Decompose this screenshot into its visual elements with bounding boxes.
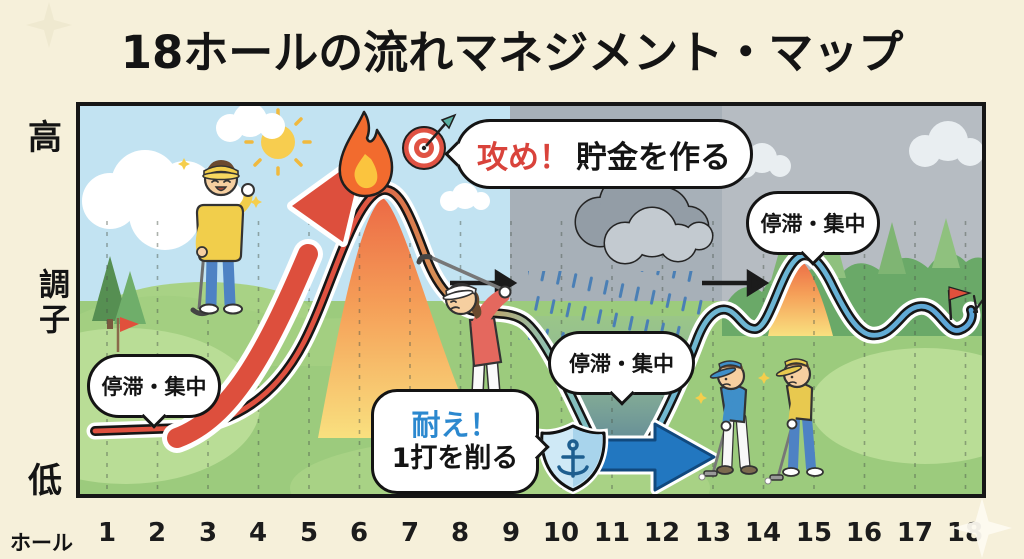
flow-arrow-right bbox=[702, 268, 770, 298]
attack-bubble: 攻め！ 貯金を作る bbox=[444, 119, 753, 189]
page-title: 18ホールの流れマネジメント・マップ bbox=[120, 26, 904, 79]
sparkle-icon bbox=[250, 196, 262, 208]
golfer-putting-yellow bbox=[764, 358, 824, 485]
hole-tick-7: 7 bbox=[400, 518, 420, 548]
target-dart-icon bbox=[402, 113, 457, 170]
hole-tick-3: 3 bbox=[198, 518, 218, 548]
sparkle-icon bbox=[758, 372, 770, 384]
stagnation-bubble-late: 停滞・集中 bbox=[746, 191, 880, 266]
hole-tick-12: 12 bbox=[643, 518, 681, 548]
hole-tick-16: 16 bbox=[845, 518, 883, 548]
golfer-confident bbox=[178, 158, 262, 317]
stagnation-bubble-mid: 停滞・集中 bbox=[548, 331, 695, 406]
sparkle-icon bbox=[178, 158, 190, 170]
hole-tick-5: 5 bbox=[299, 518, 319, 548]
stagnation-label: 停滞・集中 bbox=[101, 375, 207, 399]
endure-bubble: 耐え！ 1打を削る bbox=[371, 389, 550, 494]
momentum-peak-fill bbox=[318, 198, 478, 438]
y-axis-low-label: 低 bbox=[28, 461, 62, 501]
y-axis-title: 調子 bbox=[33, 268, 69, 338]
pine-tree-icon bbox=[92, 256, 146, 329]
start-flag-icon bbox=[116, 317, 139, 352]
sparkle-icon bbox=[695, 392, 707, 404]
pin-flag-icon bbox=[947, 286, 982, 321]
endure-text: 1打を削る bbox=[391, 442, 519, 474]
hole-tick-17: 17 bbox=[896, 518, 934, 548]
hole-tick-2: 2 bbox=[147, 518, 167, 548]
stagnation-bubble-early: 停滞・集中 bbox=[87, 354, 221, 429]
golfer-putting-blue bbox=[695, 360, 770, 481]
endure-emphasis: 耐え！ bbox=[411, 408, 499, 443]
cloud-icon bbox=[82, 106, 490, 250]
hole-tick-8: 8 bbox=[450, 518, 470, 548]
hole-tick-15: 15 bbox=[795, 518, 833, 548]
attack-emphasis: 攻め！ bbox=[477, 139, 570, 176]
hole-tick-6: 6 bbox=[349, 518, 369, 548]
hole-tick-13: 13 bbox=[694, 518, 732, 548]
stagnation-label: 停滞・集中 bbox=[760, 212, 866, 236]
attack-text: 貯金を作る bbox=[576, 139, 731, 176]
hole-tick-4: 4 bbox=[248, 518, 268, 548]
y-axis-high-label: 高 bbox=[28, 118, 62, 158]
sparkle-icon bbox=[952, 498, 1012, 558]
hole-tick-11: 11 bbox=[593, 518, 631, 548]
hole-tick-14: 14 bbox=[744, 518, 782, 548]
hole-tick-1: 1 bbox=[97, 518, 117, 548]
hole-tick-10: 10 bbox=[542, 518, 580, 548]
shield-anchor-icon bbox=[537, 421, 609, 494]
stagnation-label: 停滞・集中 bbox=[569, 352, 674, 376]
flame-icon bbox=[338, 110, 394, 198]
hole-tick-9: 9 bbox=[501, 518, 521, 548]
x-axis-title: ホール bbox=[10, 531, 73, 555]
